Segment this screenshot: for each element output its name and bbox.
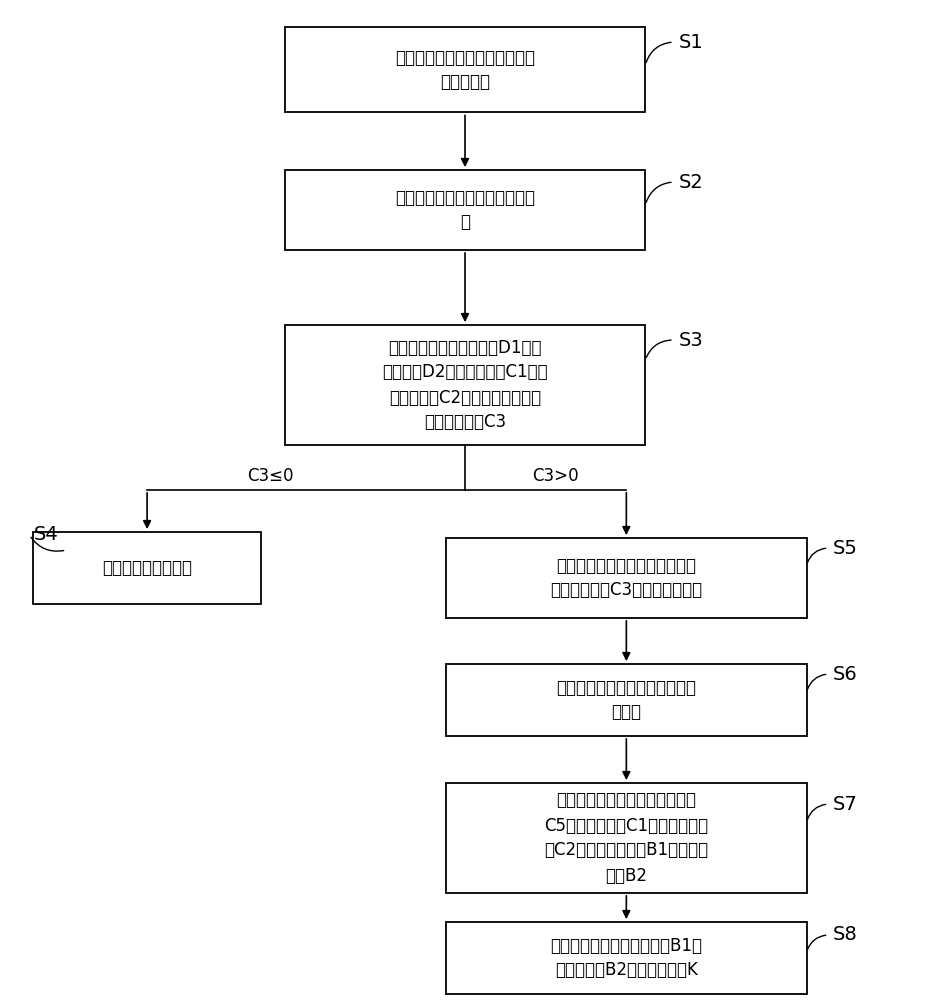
Text: 收集研究区域每个路段的基础信
息: 收集研究区域每个路段的基础信 息: [395, 188, 535, 232]
Text: S1: S1: [679, 32, 703, 51]
Text: S2: S2: [679, 172, 703, 192]
Text: 施工路段为影响范围: 施工路段为影响范围: [102, 559, 192, 577]
Bar: [33, 532, 261, 604]
Text: 整合影响路段和施工路段形成影
响范围: 整合影响路段和施工路段形成影 响范围: [556, 678, 697, 722]
Text: 以施工路段为中心由近至远将第
一过载交通量C3分配至正常路段: 以施工路段为中心由近至远将第 一过载交通量C3分配至正常路段: [550, 556, 702, 599]
Bar: [285, 325, 645, 445]
Text: S8: S8: [833, 926, 858, 944]
Bar: [285, 27, 645, 112]
Text: S5: S5: [833, 538, 858, 558]
Text: 根据施工路段的总车道数D1、施
工车道数D2、设计交通量C1和高
峰期交通量C2计算施工路段的第
一过载交通量C3: 根据施工路段的总车道数D1、施 工车道数D2、设计交通量C1和高 峰期交通量C2…: [382, 338, 548, 432]
Text: S6: S6: [833, 664, 858, 684]
Text: S4: S4: [34, 526, 59, 544]
Bar: [446, 538, 807, 618]
Text: 根据影响路段的第二过载交通量
C5、设计交通量C1和高峰期交通
量C2计算第一饱和度B1和第一饱
和度B2: 根据影响路段的第二过载交通量 C5、设计交通量C1和高峰期交通 量C2计算第一饱…: [545, 792, 708, 884]
Bar: [446, 922, 807, 994]
Text: S7: S7: [833, 794, 858, 814]
Text: S3: S3: [679, 330, 703, 350]
Bar: [285, 170, 645, 250]
Text: 根据需要施工的路段所在片区形
成研究区域: 根据需要施工的路段所在片区形 成研究区域: [395, 48, 535, 92]
Text: 根据影响路段的第一饱和度B1和
第一饱和度B2计算影响指数K: 根据影响路段的第一饱和度B1和 第一饱和度B2计算影响指数K: [550, 936, 702, 980]
Bar: [446, 783, 807, 893]
Text: C3≤0: C3≤0: [248, 467, 293, 485]
Bar: [446, 664, 807, 736]
Text: C3>0: C3>0: [531, 467, 579, 485]
